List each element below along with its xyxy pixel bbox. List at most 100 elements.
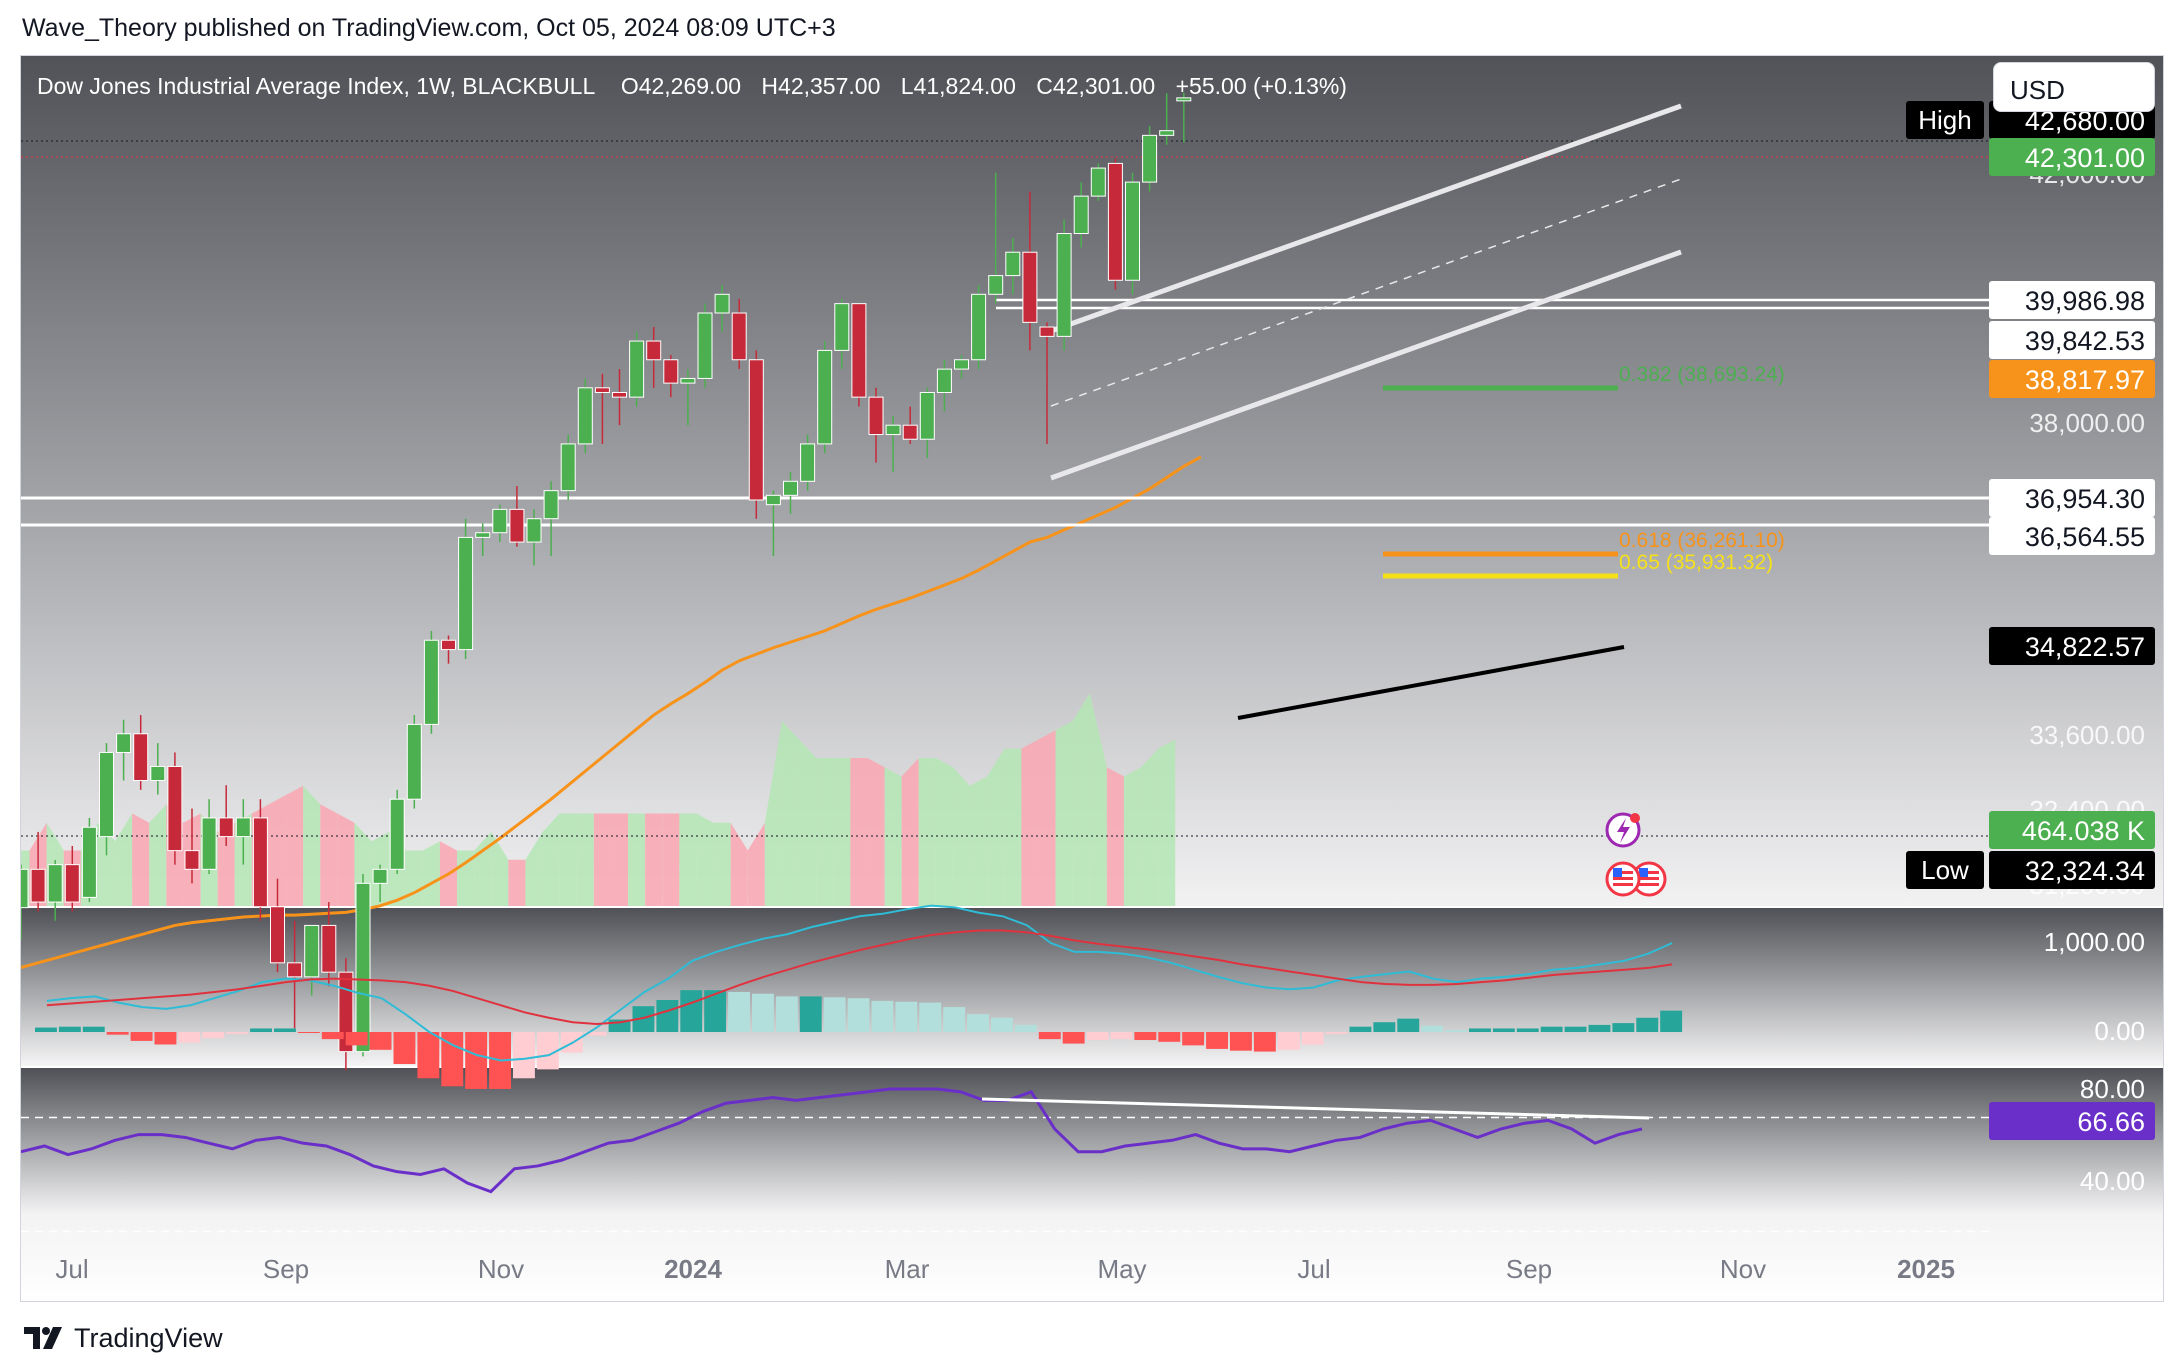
candle: [919, 387, 935, 458]
low-price-tag: 32,324.34: [1989, 851, 2155, 889]
volume-area: [747, 822, 765, 906]
candle-body: [184, 850, 200, 870]
candle: [1176, 92, 1192, 143]
us-flag-icon[interactable]: [1605, 861, 1641, 897]
candle-body: [1125, 181, 1140, 281]
macd-histogram-bar: [991, 1017, 1013, 1032]
macd-histogram-bar: [1301, 1032, 1324, 1045]
candle-body: [458, 536, 474, 651]
candle-body: [30, 868, 46, 903]
price-axis-tick: 38,000.00: [2029, 408, 2145, 438]
volume-area: [730, 822, 748, 906]
volume-area: [1021, 739, 1039, 906]
macd-histogram-bar: [1206, 1032, 1228, 1049]
candle-body: [389, 798, 405, 870]
volume-area: [132, 813, 150, 906]
candle-body: [167, 765, 183, 852]
rsi-divergence-line: [981, 1097, 1650, 1120]
macd-histogram-bar: [847, 998, 870, 1032]
candle: [1142, 126, 1158, 192]
footer-brand[interactable]: TradingView: [74, 1322, 223, 1353]
candle-body: [1176, 97, 1192, 102]
macd-signal-line: [46, 929, 1673, 1025]
candle: [150, 743, 166, 795]
channel-median-line: [1050, 178, 1682, 407]
candle: [252, 799, 268, 921]
macd-histogram-bar: [226, 1032, 249, 1034]
level-tag-bg: [1989, 281, 2155, 319]
candle: [1073, 182, 1089, 248]
candle-body: [526, 518, 542, 543]
volume-area: [1072, 693, 1090, 906]
volume-area: [935, 758, 953, 906]
macd-histogram-bar: [417, 1032, 440, 1079]
candle: [526, 509, 542, 566]
candle-body: [834, 303, 850, 351]
alert-icon[interactable]: [1605, 812, 1641, 848]
chart-frame[interactable]: 0.382 (38,693.24) 0.618 (36,261.10) 0.65 (…: [20, 55, 2164, 1302]
time-axis-tick: Nov: [478, 1254, 524, 1284]
volume-area: [901, 758, 919, 906]
macd-histogram-bar: [536, 1032, 559, 1070]
candle-body: [680, 377, 696, 384]
candle-body: [783, 480, 798, 496]
candle-body: [201, 817, 217, 870]
volume-area: [97, 822, 116, 906]
currency-button[interactable]: USD: [1993, 62, 2155, 112]
volume-area: [268, 795, 287, 906]
last-price-tag: 42,301.00: [1989, 138, 2155, 176]
macd-histogram-bar: [441, 1032, 464, 1087]
candle-body: [321, 924, 337, 973]
candle: [167, 752, 183, 865]
level-tag: 34,822.57: [1989, 627, 2155, 665]
time-axis-tick: Sep: [1506, 1254, 1552, 1284]
candle-body: [441, 639, 456, 651]
level-tag-text: 36,954.30: [2025, 484, 2145, 514]
candle: [936, 359, 952, 412]
candle: [1056, 219, 1072, 351]
candle: [81, 817, 97, 903]
volume-area: [1004, 748, 1022, 906]
volume-area: [508, 859, 526, 906]
candle-body: [577, 387, 593, 445]
candle-body: [971, 293, 987, 361]
candle-body: [560, 443, 576, 492]
candle-body: [270, 906, 285, 964]
macd-histogram-bar: [1182, 1032, 1205, 1046]
rsi-axis-tick: 40.00: [2080, 1166, 2145, 1196]
low-price-tag-bg: [1989, 851, 2155, 889]
tradingview-logo-icon[interactable]: [22, 1323, 66, 1353]
macd-histogram-bar: [130, 1032, 153, 1041]
candle: [441, 635, 456, 664]
candle: [594, 373, 610, 444]
candle: [270, 878, 285, 973]
candle-body: [800, 443, 816, 482]
volume-area: [149, 804, 167, 906]
candle: [218, 785, 234, 846]
macd-histogram-bar: [943, 1007, 966, 1032]
candle: [834, 298, 850, 370]
candle: [680, 369, 696, 426]
us-flag-icon[interactable]: [1631, 861, 1667, 897]
candle: [954, 355, 969, 379]
time-axis-tick: Jul: [55, 1254, 88, 1284]
macd-histogram-bar: [345, 1032, 368, 1046]
candle: [184, 808, 200, 884]
candle-body: [150, 765, 166, 781]
chart-canvas[interactable]: 0.382 (38,693.24) 0.618 (36,261.10)0.65 (…: [21, 56, 2164, 1302]
candle-body: [116, 733, 132, 753]
candle-body: [868, 396, 884, 436]
macd-histogram-bar: [1253, 1032, 1276, 1052]
level-tag-text: 36,564.55: [2025, 522, 2145, 552]
candle-body: [304, 924, 320, 978]
candle: [971, 284, 987, 370]
candle: [458, 518, 474, 659]
candle: [287, 920, 303, 1029]
volume-area: [1158, 739, 1176, 906]
macd-histogram-bar: [728, 991, 750, 1032]
macd-histogram-bar: [1158, 1032, 1181, 1042]
macd-histogram-bar: [465, 1032, 488, 1089]
volume-area: [320, 804, 338, 906]
candle: [99, 743, 114, 856]
candle-body: [1039, 326, 1055, 337]
